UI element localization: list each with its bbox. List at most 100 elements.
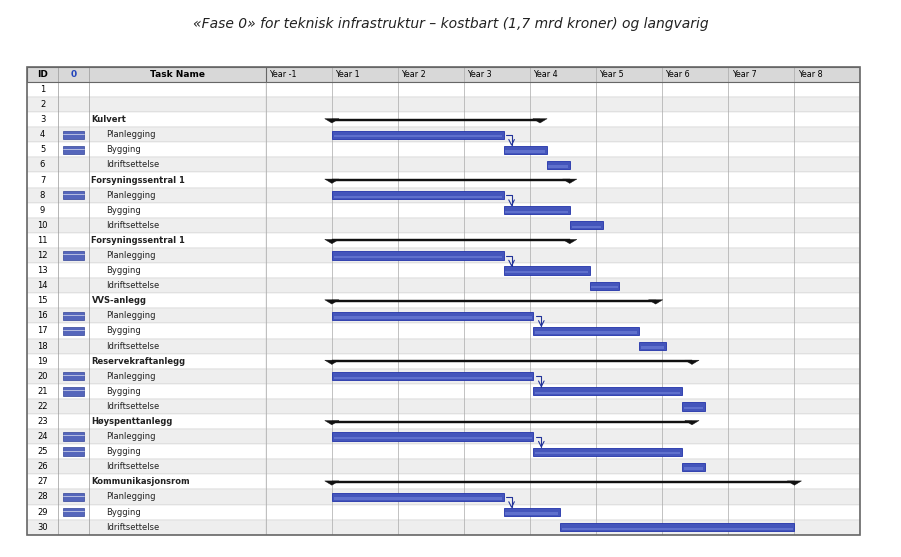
Polygon shape [324,360,339,364]
Text: 11: 11 [37,236,48,245]
Polygon shape [685,360,699,364]
Text: Planlegging: Planlegging [105,492,155,501]
Bar [266,67,860,82]
Text: 2: 2 [40,100,45,109]
Text: 13: 13 [37,266,48,275]
Bar [63,327,85,335]
Text: 21: 21 [37,387,48,396]
Text: Year 8: Year 8 [797,70,823,79]
Bar [266,158,860,173]
Text: Bygging: Bygging [105,326,141,335]
Bar [27,127,266,142]
Bar [549,165,568,168]
Bar [27,339,266,354]
Bar [333,135,502,138]
Bar [266,384,860,399]
Text: 3: 3 [40,115,45,124]
Bar [591,286,617,289]
Bar [535,392,680,394]
Text: Idriftsettelse: Idriftsettelse [105,160,159,169]
Bar [332,421,692,423]
Bar [332,481,795,483]
Text: Bygging: Bygging [105,266,141,275]
Text: Planlegging: Planlegging [105,251,155,260]
Text: Year 5: Year 5 [599,70,624,79]
Text: 30: 30 [37,522,48,532]
Bar [332,372,533,380]
Text: 9: 9 [40,206,45,214]
Polygon shape [685,421,699,425]
Bar [266,505,860,520]
Text: Idriftsettelse: Idriftsettelse [105,462,159,471]
Bar [266,460,860,475]
Text: Bygging: Bygging [105,447,141,456]
Bar [641,346,664,349]
Bar [571,226,601,228]
Bar [266,112,860,127]
Bar [266,67,860,82]
Bar [27,263,266,278]
Polygon shape [532,119,547,123]
Text: 28: 28 [37,492,48,501]
Text: Idriftsettelse: Idriftsettelse [105,221,159,230]
Bar [332,432,533,441]
Bar [332,251,504,260]
Bar [332,179,569,181]
Bar [63,387,85,395]
Bar [505,512,558,515]
Polygon shape [324,481,339,485]
Bar [333,196,502,198]
Bar [27,414,266,429]
Bar [63,508,85,516]
Bar [569,221,603,229]
Text: Year -1: Year -1 [269,70,296,79]
Bar [27,399,266,414]
Text: 27: 27 [37,477,48,486]
Bar [332,360,692,362]
Text: 24: 24 [37,432,48,441]
Text: Idriftsettelse: Idriftsettelse [105,402,159,411]
Bar [266,188,860,203]
Bar [266,218,860,233]
Bar [27,188,266,203]
Bar [589,281,619,290]
Text: Planlegging: Planlegging [105,190,155,199]
Text: 4: 4 [40,130,45,139]
Polygon shape [324,300,339,304]
Bar [533,327,639,335]
Bar [27,490,266,505]
Bar [27,173,266,188]
Text: VVS-anlegg: VVS-anlegg [92,296,147,305]
Bar [266,127,860,142]
Bar [266,233,860,248]
Bar [505,211,568,213]
Bar [27,505,266,520]
Text: Idriftsettelse: Idriftsettelse [105,281,159,290]
Bar [27,67,266,82]
Bar [63,145,85,154]
Text: Forsyningssentral 1: Forsyningssentral 1 [92,175,186,184]
Bar [63,130,85,139]
Bar [266,475,860,490]
Text: 15: 15 [37,296,48,305]
Text: Planlegging: Planlegging [105,311,155,320]
Text: 5: 5 [40,145,45,154]
Bar [27,97,266,112]
Bar [63,372,85,380]
Bar [266,142,860,158]
Bar [63,251,85,260]
Bar [682,463,705,471]
Text: 16: 16 [37,311,48,320]
Text: Bygging: Bygging [105,507,141,516]
Bar [333,437,532,439]
Bar [27,218,266,233]
Bar [266,369,860,384]
Text: Year 4: Year 4 [533,70,558,79]
Text: Year 3: Year 3 [468,70,492,79]
Bar [266,248,860,263]
Bar [333,316,532,319]
Text: 18: 18 [37,341,48,350]
Bar [27,293,266,309]
Bar [535,452,680,455]
Bar [266,97,860,112]
